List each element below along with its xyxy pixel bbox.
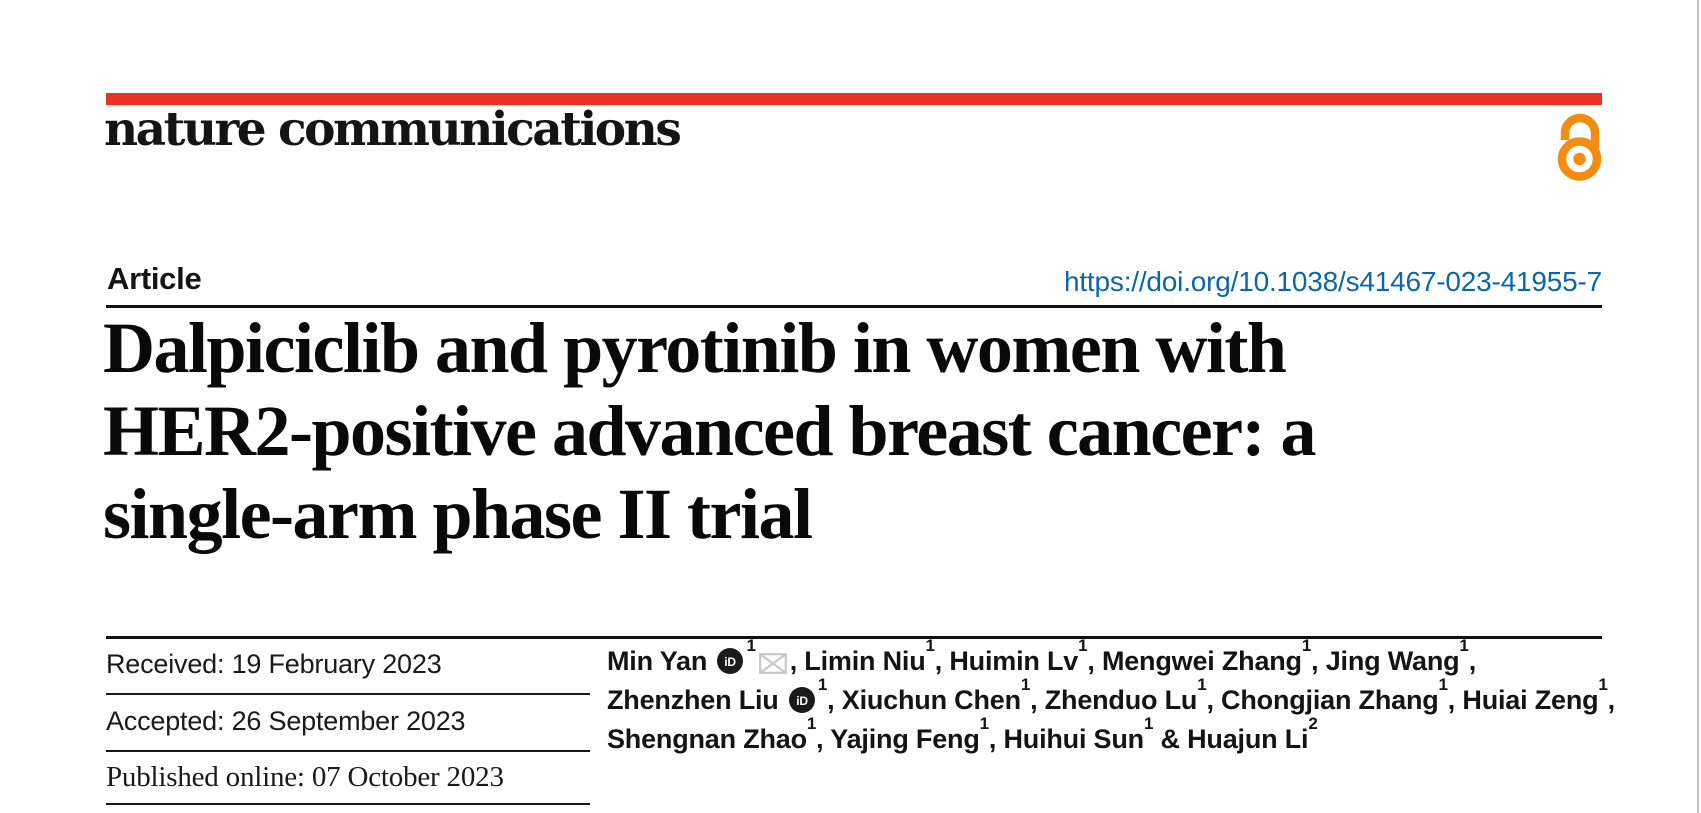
paper-title-line-3: single-arm phase II trial: [103, 474, 813, 554]
article-type-label: Article: [107, 261, 202, 296]
author-line: Shengnan Zhao1, Yajing Feng1, Huihui Sun…: [607, 715, 1617, 759]
date-divider: [106, 803, 590, 805]
affiliation-superscript: 1: [1438, 675, 1448, 694]
affiliation-superscript: 1: [817, 675, 828, 694]
doi-link[interactable]: https://doi.org/10.1038/s41467-023-41955…: [1063, 266, 1602, 297]
paper-title: Dalpiciclib and pyrotinib in women with …: [103, 307, 1583, 556]
published-date: Published online: 07 October 2023: [106, 761, 504, 793]
date-divider: [106, 693, 590, 695]
author-name-text: , Yajing Feng: [816, 724, 980, 754]
author-name-text: ,: [1468, 646, 1477, 676]
author-name-text: Min Yan: [607, 646, 715, 676]
affiliation-superscript: 1: [806, 714, 817, 733]
author-name-text: ,: [1607, 685, 1616, 715]
svg-text:iD: iD: [725, 655, 737, 669]
email-envelope-icon[interactable]: [758, 653, 787, 674]
journal-brand-bar: [106, 93, 1602, 105]
affiliation-superscript: 2: [1308, 714, 1318, 733]
author-name-text: , Limin Niu: [789, 646, 926, 676]
received-date: Received: 19 February 2023: [106, 649, 442, 679]
author-line: Zhenzhen Liu iD 1, Xiuchun Chen1, Zhenduo…: [607, 676, 1617, 720]
affiliation-superscript: 1: [979, 714, 989, 733]
accepted-date: Accepted: 26 September 2023: [106, 706, 466, 736]
author-name-text: , Jing Wang: [1311, 646, 1460, 676]
orcid-icon[interactable]: iD: [717, 648, 744, 674]
page-edge-divider: [1697, 0, 1699, 813]
affiliation-superscript: 1: [1598, 675, 1608, 694]
affiliation-superscript: 1: [1197, 675, 1207, 694]
author-name-text: , Mengwei Zhang: [1087, 646, 1302, 676]
author-name-text: , Huiai Zeng: [1447, 685, 1599, 715]
author-name-text: , Zhenduo Lu: [1030, 685, 1198, 715]
author-name-text: , Huimin Lv: [934, 646, 1079, 676]
author-name-text: & Huajun Li: [1153, 724, 1309, 754]
affiliation-superscript: 1: [1143, 714, 1154, 733]
affiliation-superscript: 1: [1020, 675, 1031, 694]
author-name-text: , Xiuchun Chen: [827, 685, 1021, 715]
author-line: Min Yan iD 1, Limin Niu1, Huimin Lv1, Men…: [607, 637, 1617, 681]
paper-title-line-2: HER2-positive advanced breast cancer: a: [103, 391, 1317, 471]
author-name-text: , Chongjian Zhang: [1206, 685, 1439, 715]
metadata-top-rule: [106, 636, 1602, 639]
author-name-text: Shengnan Zhao: [607, 724, 807, 754]
paper-title-line-1: Dalpiciclib and pyrotinib in women with: [103, 308, 1287, 388]
open-access-lock-icon: [1557, 113, 1602, 181]
affiliation-superscript: 1: [1301, 636, 1312, 655]
affiliation-superscript: 1: [746, 636, 756, 655]
author-list: Min Yan iD 1, Limin Niu1, Huimin Lv1, Men…: [607, 637, 1617, 759]
affiliation-superscript: 1: [1078, 636, 1088, 655]
svg-text:iD: iD: [796, 694, 808, 708]
orcid-icon[interactable]: iD: [788, 687, 815, 713]
author-name-text: Zhenzhen Liu: [607, 685, 786, 715]
author-name-text: , Huihui Sun: [988, 724, 1144, 754]
affiliation-superscript: 1: [925, 636, 935, 655]
affiliation-superscript: 1: [1459, 636, 1469, 655]
header-rule: [106, 305, 1602, 308]
journal-logo: nature communications: [104, 102, 682, 157]
date-divider: [106, 750, 590, 752]
